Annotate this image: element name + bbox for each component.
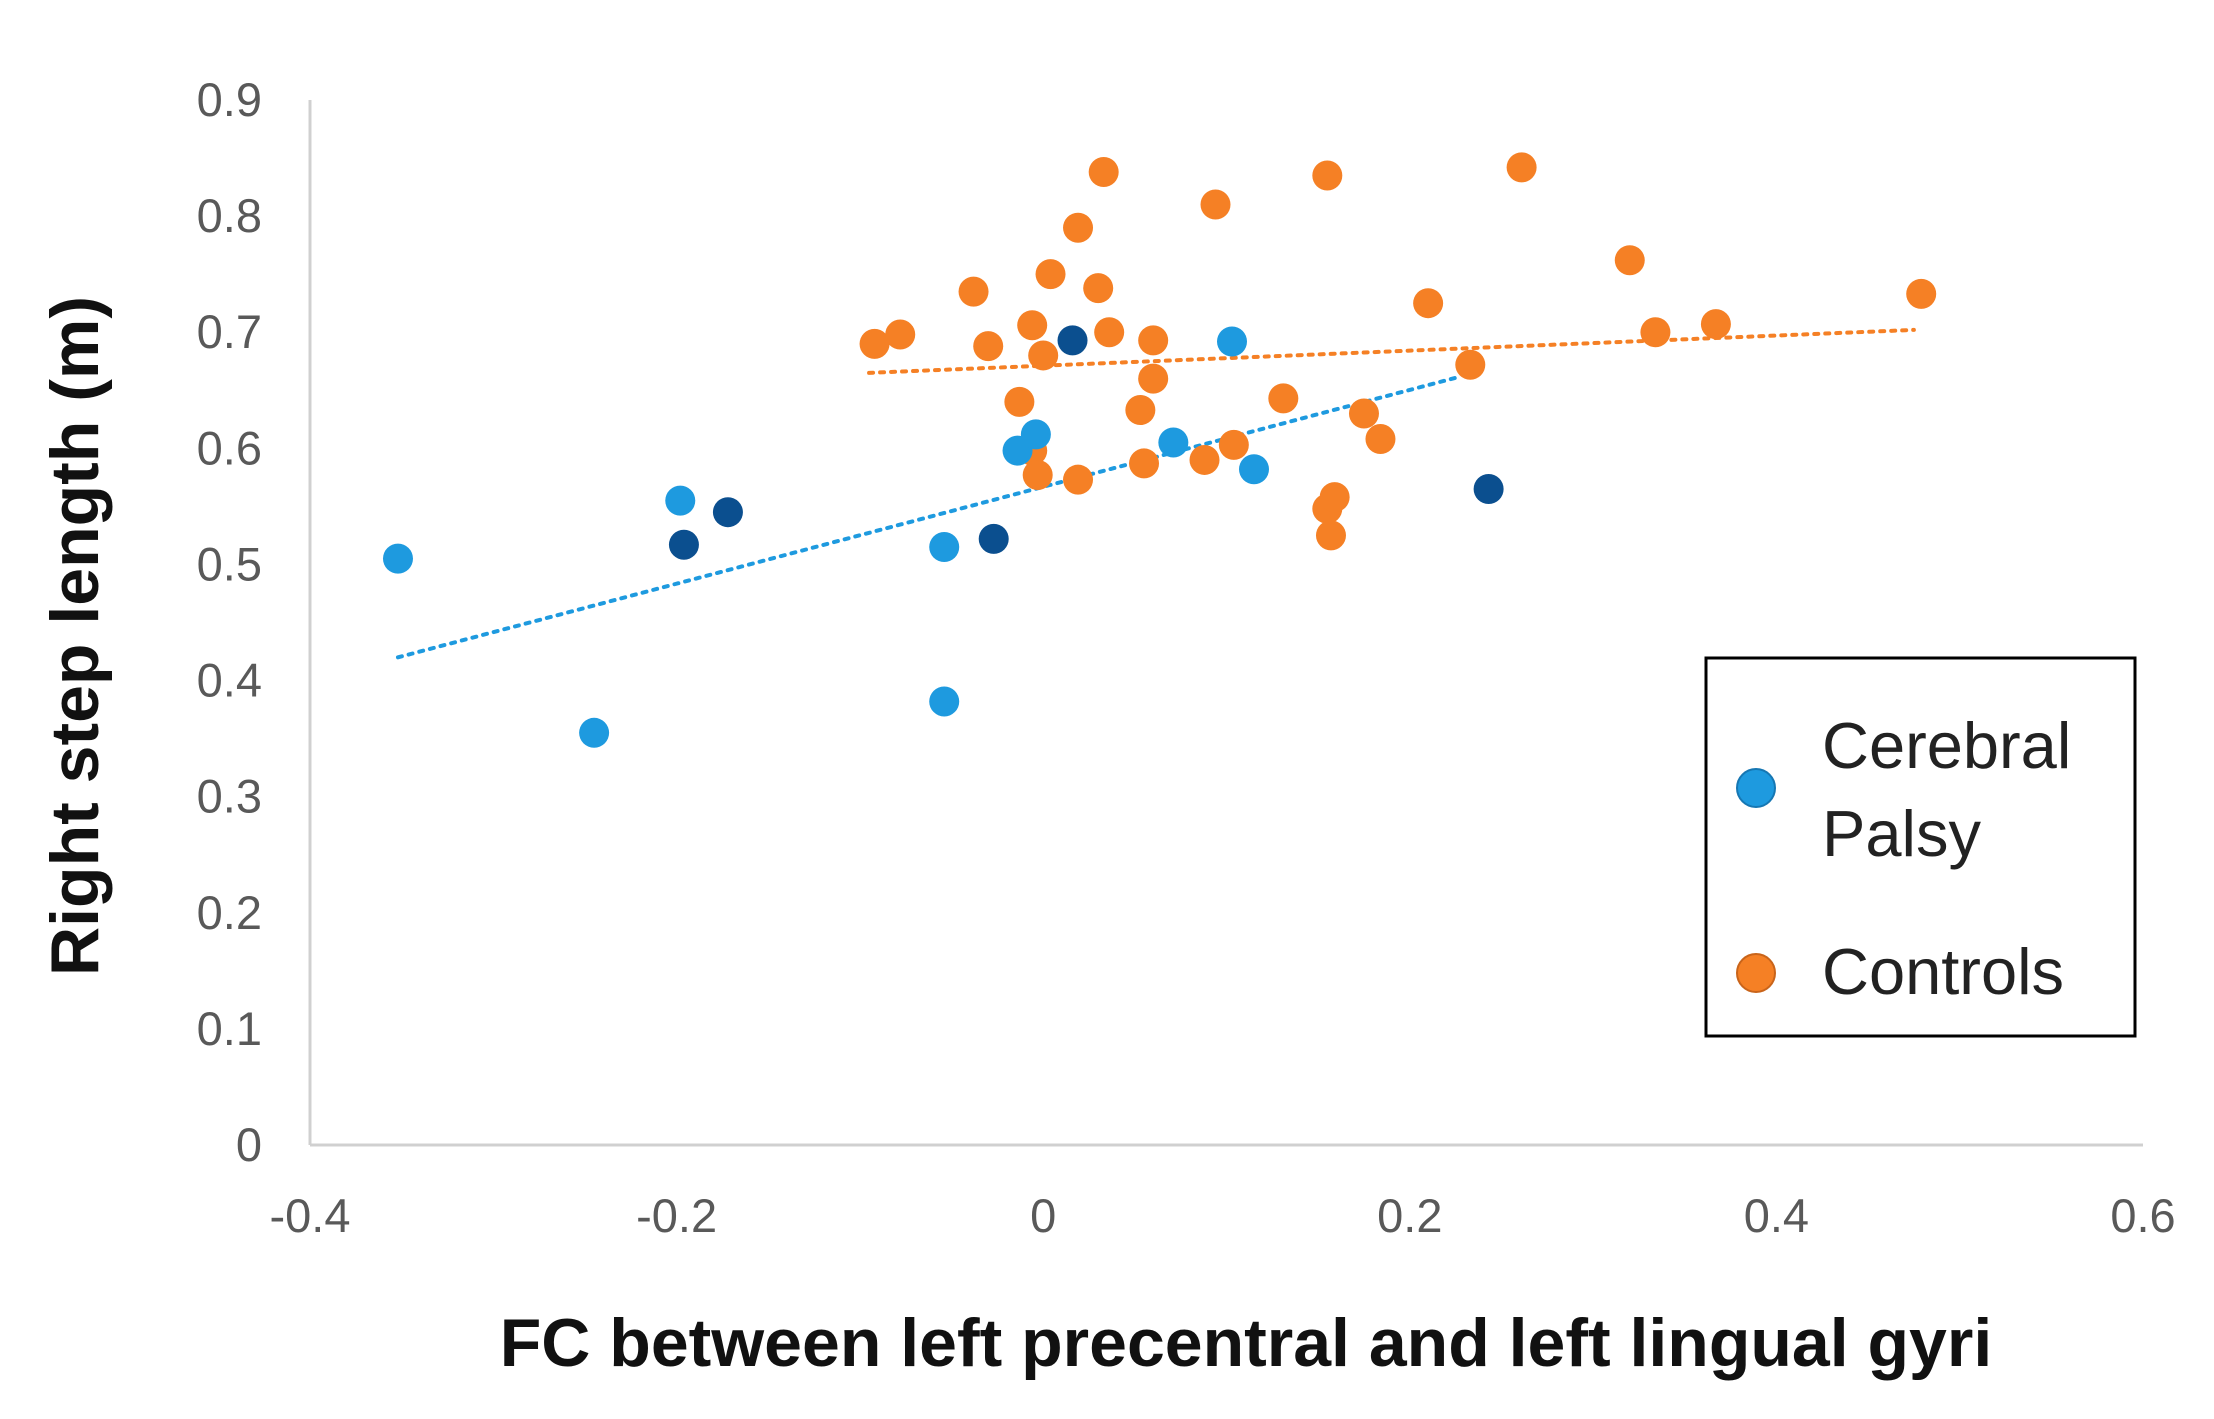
x-tick-label: -0.2 <box>636 1189 717 1242</box>
controls-point <box>1028 340 1059 371</box>
x-tick-label: 0.2 <box>1377 1189 1442 1242</box>
controls-point <box>1017 310 1048 341</box>
y-tick-label: 0.9 <box>197 73 262 126</box>
y-tick-label: 0.4 <box>197 654 262 707</box>
controls-point <box>1218 429 1249 460</box>
cerebral-palsy-point-dark <box>1473 473 1504 504</box>
x-tick-labels: -0.4 -0.2 0 0.2 0.4 0.6 <box>270 1189 2176 1242</box>
controls-point <box>1138 363 1169 394</box>
controls-point <box>1022 460 1053 491</box>
controls-point <box>1063 212 1094 243</box>
y-tick-label: 0.2 <box>197 886 262 939</box>
y-tick-label: 0 <box>236 1118 262 1171</box>
cerebral-palsy-point <box>382 543 413 574</box>
cerebral-palsy-point <box>929 532 960 563</box>
y-tick-label: 0.5 <box>197 537 262 590</box>
cerebral-palsy-point <box>665 485 696 516</box>
cerebral-palsy-point <box>1238 454 1269 485</box>
controls-point <box>1700 309 1731 340</box>
controls-point <box>1189 444 1220 475</box>
controls-point <box>958 276 989 307</box>
controls-point <box>1614 245 1645 276</box>
controls-point <box>1200 189 1231 220</box>
controls-point <box>859 328 890 359</box>
cerebral-palsy-point-dark <box>978 523 1009 554</box>
legend-label-cerebral-line1: Cerebral <box>1822 709 2071 782</box>
x-tick-label: 0 <box>1030 1189 1056 1242</box>
controls-point <box>1455 349 1486 380</box>
controls-point <box>1319 482 1350 513</box>
y-tick-label: 0.3 <box>197 770 262 823</box>
controls-point <box>1640 317 1671 348</box>
cerebral-palsy-point-dark <box>712 497 743 528</box>
legend-marker-cerebral-palsy <box>1736 768 1776 808</box>
y-axis-title: Right step length (m) <box>37 296 113 976</box>
cerebral-palsy-point <box>1216 326 1247 357</box>
controls-point <box>1506 152 1537 183</box>
cerebral-palsy-point-dark <box>668 529 699 560</box>
data-points <box>382 152 1937 748</box>
controls-point <box>1004 386 1035 417</box>
cerebral-palsy-point <box>579 717 610 748</box>
controls-point <box>1348 398 1379 429</box>
x-axis-title: FC between left precentral and left ling… <box>500 1305 1992 1381</box>
cerebral-palsy-trendline <box>395 374 1464 660</box>
cerebral-palsy-point-dark <box>1057 325 1088 356</box>
legend-label-cerebral-line2: Palsy <box>1822 797 1981 870</box>
y-tick-label: 0.1 <box>197 1002 262 1055</box>
cerebral-palsy-point <box>1020 419 1051 450</box>
controls-point <box>1268 383 1299 414</box>
controls-point <box>973 331 1004 362</box>
cerebral-palsy-point <box>1158 427 1189 458</box>
controls-point <box>1094 317 1125 348</box>
controls-point <box>1413 288 1444 319</box>
cerebral-palsy-point <box>929 686 960 717</box>
controls-point <box>1315 520 1346 551</box>
legend-marker-controls <box>1736 953 1776 993</box>
controls-point <box>1088 156 1119 187</box>
legend-label-controls: Controls <box>1822 935 2064 1008</box>
x-tick-label: 0.6 <box>2110 1189 2175 1242</box>
y-tick-label: 0.8 <box>197 189 262 242</box>
axes <box>308 100 2143 1147</box>
y-tick-label: 0.6 <box>197 421 262 474</box>
controls-point <box>1365 424 1396 455</box>
controls-point <box>1129 448 1160 479</box>
controls-point <box>885 319 916 350</box>
x-tick-label: -0.4 <box>270 1189 351 1242</box>
x-tick-label: 0.4 <box>1744 1189 1809 1242</box>
controls-point <box>1063 464 1094 495</box>
controls-point <box>1312 160 1343 191</box>
legend: Cerebral Palsy Controls <box>1704 656 2137 1038</box>
legend-box <box>1704 656 2137 1038</box>
controls-point <box>1138 325 1169 356</box>
controls-point <box>1083 273 1114 304</box>
controls-point <box>1125 395 1156 426</box>
y-tick-label: 0.7 <box>197 305 262 358</box>
y-tick-labels: 0 0.1 0.2 0.3 0.4 0.5 0.6 0.7 0.8 0.9 <box>197 73 262 1171</box>
controls-point <box>1035 259 1066 290</box>
controls-point <box>1906 278 1937 309</box>
